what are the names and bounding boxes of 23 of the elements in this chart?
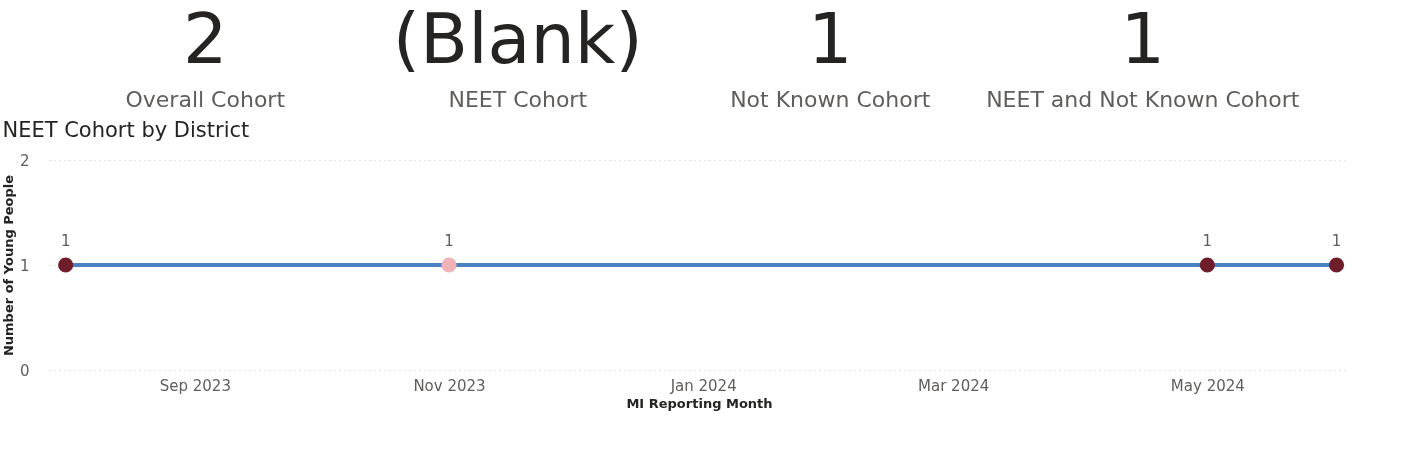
x-tick-label: Jan 2024 bbox=[669, 376, 737, 395]
y-axis-title: Number of Young People bbox=[0, 174, 16, 357]
text: 2 bbox=[182, 0, 228, 80]
chart-title: NEET Cohort by District bbox=[2, 118, 250, 142]
x-tick-label: Sep 2023 bbox=[159, 376, 231, 395]
x-tick-label: May 2024 bbox=[1170, 376, 1245, 395]
x-axis-title: MI Reporting Month bbox=[626, 395, 773, 411]
data-label: 1 bbox=[1331, 232, 1342, 250]
data-label: 1 bbox=[1202, 232, 1213, 250]
x-tick-label: Mar 2024 bbox=[918, 376, 990, 395]
text: 1 bbox=[807, 0, 853, 80]
data-label: 1 bbox=[444, 232, 454, 250]
y-tick-label: 2 bbox=[19, 151, 30, 170]
category-label: NEET and Not Known Cohort bbox=[986, 87, 1300, 112]
y-tick-label: 0 bbox=[19, 361, 30, 380]
x-tick-label: Nov 2023 bbox=[413, 376, 486, 395]
text: 1 bbox=[1120, 0, 1166, 80]
text: (Blank) bbox=[392, 0, 643, 80]
data-label: 1 bbox=[60, 232, 71, 250]
y-tick-label: 1 bbox=[19, 256, 30, 275]
category-label: NEET Cohort bbox=[448, 87, 588, 112]
category-label: Overall Cohort bbox=[125, 87, 286, 112]
category-label: Not Known Cohort bbox=[730, 87, 931, 112]
